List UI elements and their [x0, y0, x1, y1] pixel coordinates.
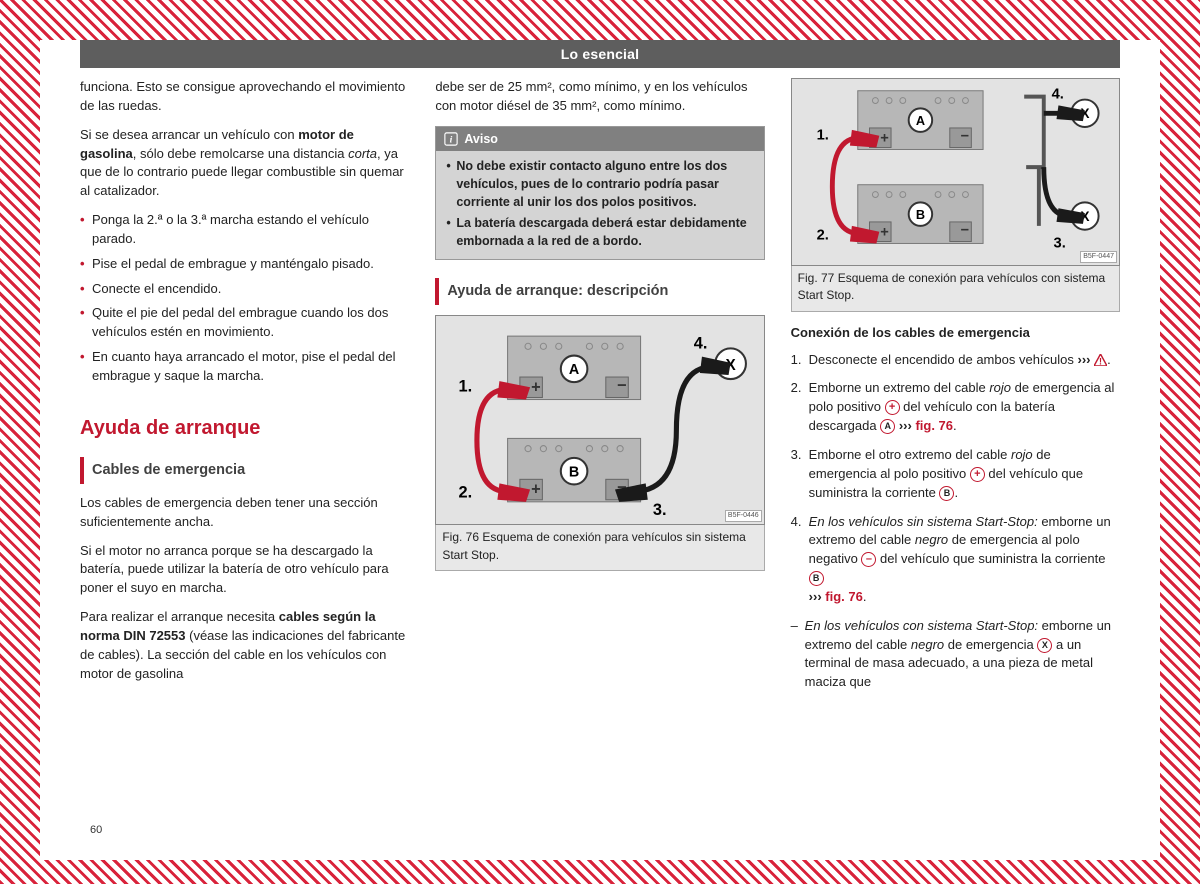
- bullet-item: Conecte el encendido.: [80, 280, 409, 299]
- section-heading-ayuda: Ayuda de arranque: [80, 414, 409, 443]
- fig76-caption: Fig. 76 Esquema de conexión para vehícul…: [435, 525, 764, 571]
- col1-p4: Si el motor no arranca porque se ha desc…: [80, 542, 409, 599]
- header-bar: Lo esencial: [80, 40, 1120, 68]
- svg-text:!: !: [1099, 357, 1102, 367]
- svg-text:−: −: [960, 129, 969, 145]
- warning-icon: !: [1094, 354, 1107, 366]
- col1-p3: Los cables de emergencia deben tener una…: [80, 494, 409, 532]
- bullet-item: Pise el pedal de embrague y manténgalo p…: [80, 255, 409, 274]
- aviso-item: La batería descargada deberá estar debid…: [446, 214, 753, 250]
- aviso-header: i Aviso: [436, 127, 763, 151]
- fig77-caption: Fig. 77 Esquema de conexión para vehícul…: [791, 266, 1120, 312]
- content-columns: funciona. Esto se consigue aprovechando …: [40, 68, 1160, 702]
- col1-p2: Si se desea arrancar un vehículo con mot…: [80, 126, 409, 201]
- subheading-descripcion: Ayuda de arranque: descripción: [435, 278, 764, 305]
- step-2: Emborne un extremo del cable rojo de eme…: [791, 379, 1120, 436]
- svg-text:A: A: [569, 362, 579, 378]
- svg-text:B: B: [915, 207, 924, 222]
- col1-bullets: Ponga la 2.ª o la 3.ª marcha estando el …: [80, 211, 409, 386]
- connection-steps: Desconecte el encendido de ambos vehícul…: [791, 351, 1120, 607]
- svg-text:+: +: [531, 379, 541, 397]
- col1-p5: Para realizar el arranque necesita cable…: [80, 608, 409, 683]
- step-1: Desconecte el encendido de ambos vehícul…: [791, 351, 1120, 370]
- svg-text:+: +: [880, 225, 889, 241]
- aviso-body: No debe existir contacto alguno entre lo…: [436, 151, 763, 260]
- minus-icon: [861, 552, 876, 567]
- column-1: funciona. Esto se consigue aprovechando …: [80, 78, 409, 702]
- plus-icon: [970, 467, 985, 482]
- fig-code: B5F-0446: [725, 510, 762, 522]
- svg-text:1.: 1.: [816, 128, 828, 144]
- bullet-item: En cuanto haya arrancado el motor, pise …: [80, 348, 409, 386]
- svg-text:−: −: [960, 223, 969, 239]
- aviso-box: i Aviso No debe existir contacto alguno …: [435, 126, 764, 261]
- label-x-icon: X: [1037, 638, 1052, 653]
- svg-text:+: +: [531, 481, 541, 499]
- label-b-icon: B: [809, 571, 824, 586]
- jumpstart-diagram-77: + − A + − B: [792, 79, 1119, 265]
- page-number: 60: [90, 824, 102, 836]
- fig-code: B5F-0447: [1080, 251, 1117, 263]
- dash-item: En los vehículos con sistema Start-Stop:…: [791, 617, 1120, 692]
- conexion-heading: Conexión de los cables de emergencia: [791, 324, 1120, 343]
- figure-77: + − A + − B: [791, 78, 1120, 266]
- subheading-cables: Cables de emergencia: [80, 457, 409, 484]
- jumpstart-diagram-76: + − A + − B: [436, 316, 763, 524]
- svg-text:1.: 1.: [459, 378, 473, 396]
- column-3: + − A + − B: [791, 78, 1120, 702]
- figure-76: + − A + − B: [435, 315, 764, 525]
- svg-text:3.: 3.: [653, 502, 667, 520]
- step-4: En los vehículos sin sistema Start-Stop:…: [791, 513, 1120, 607]
- aviso-item: No debe existir contacto alguno entre lo…: [446, 157, 753, 211]
- label-a-icon: A: [880, 419, 895, 434]
- svg-text:A: A: [915, 113, 924, 128]
- plus-icon: [885, 400, 900, 415]
- svg-text:3.: 3.: [1053, 235, 1065, 251]
- bullet-item: Ponga la 2.ª o la 3.ª marcha estando el …: [80, 211, 409, 249]
- col2-p1: debe ser de 25 mm², como mínimo, y en lo…: [435, 78, 764, 116]
- svg-text:2.: 2.: [816, 228, 828, 244]
- step-3: Emborne el otro extremo del cable rojo d…: [791, 446, 1120, 503]
- svg-text:2.: 2.: [459, 484, 473, 502]
- dash-list: En los vehículos con sistema Start-Stop:…: [791, 617, 1120, 692]
- svg-text:4.: 4.: [694, 335, 708, 353]
- svg-text:i: i: [450, 134, 453, 145]
- col1-p1: funciona. Esto se consigue aprovechando …: [80, 78, 409, 116]
- svg-text:4.: 4.: [1051, 87, 1063, 103]
- svg-text:−: −: [617, 377, 627, 395]
- svg-text:+: +: [880, 131, 889, 147]
- column-2: debe ser de 25 mm², como mínimo, y en lo…: [435, 78, 764, 702]
- info-icon: i: [444, 132, 458, 146]
- label-b-icon: B: [939, 486, 954, 501]
- svg-text:B: B: [569, 465, 579, 481]
- bullet-item: Quite el pie del pedal del embrague cuan…: [80, 304, 409, 342]
